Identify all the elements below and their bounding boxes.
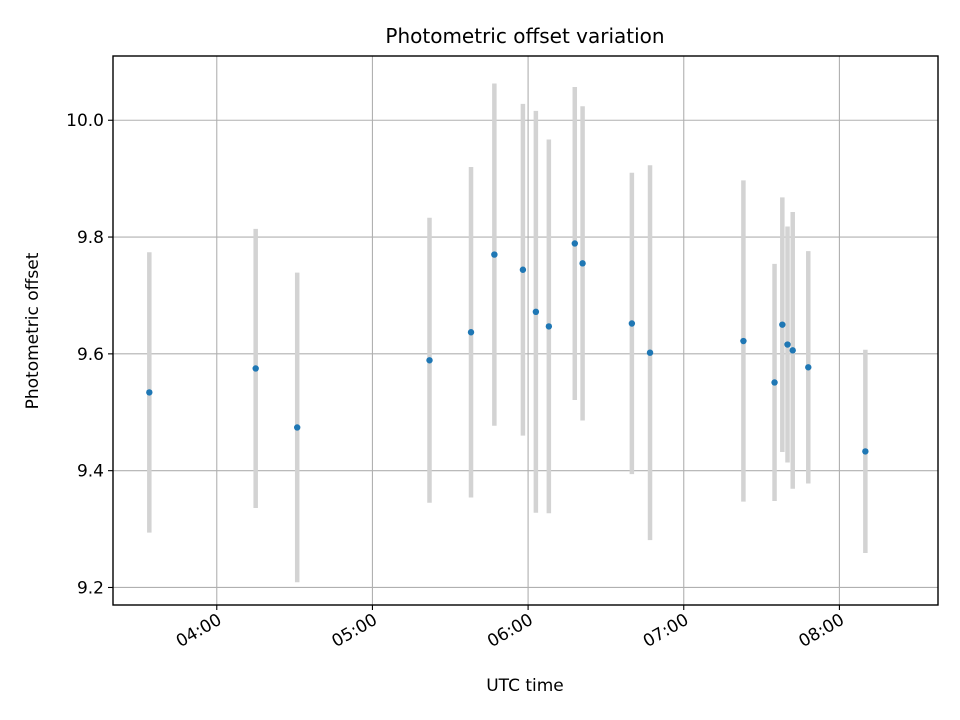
x-tick-label: 07:00 xyxy=(640,610,692,652)
x-tick-label: 04:00 xyxy=(173,610,225,652)
data-point xyxy=(519,266,527,273)
data-point xyxy=(784,341,791,348)
y-tick-label: 9.8 xyxy=(77,228,104,248)
data-point xyxy=(426,357,433,364)
chart-title: Photometric offset variation xyxy=(385,24,664,48)
x-tick-label: 08:00 xyxy=(795,610,847,652)
y-tick-label: 10.0 xyxy=(66,111,104,131)
data-point xyxy=(779,321,786,328)
data-point xyxy=(252,365,259,372)
y-tick-label: 9.4 xyxy=(77,462,104,482)
data-point xyxy=(771,379,778,386)
data-point xyxy=(789,347,796,354)
data-point xyxy=(467,329,475,336)
y-tick-label: 9.6 xyxy=(77,345,104,365)
data-point xyxy=(532,308,540,316)
data-point xyxy=(146,389,153,396)
error-bars xyxy=(147,83,868,583)
data-point xyxy=(491,251,498,258)
data-point xyxy=(646,349,654,356)
axis-ticks: 9.2 9.4 9.6 9.8 10.0 04:00 05:00 06:00 07:00 08:0… xyxy=(66,111,848,652)
grid xyxy=(113,56,938,605)
data-point xyxy=(628,320,636,327)
data-point xyxy=(571,240,578,247)
data-point xyxy=(740,337,747,345)
plot-area-frame xyxy=(112,55,939,606)
data-point xyxy=(579,260,586,267)
x-tick-label: 06:00 xyxy=(484,610,536,652)
y-axis-label: Photometric offset xyxy=(23,252,43,409)
x-tick-label: 05:00 xyxy=(328,610,380,652)
data-point xyxy=(805,364,812,371)
data-point xyxy=(545,323,553,330)
data-points xyxy=(146,240,869,455)
data-point xyxy=(862,448,869,455)
x-axis-label: UTC time xyxy=(486,676,564,696)
data-point xyxy=(293,424,301,431)
y-tick-label: 9.2 xyxy=(77,578,104,598)
